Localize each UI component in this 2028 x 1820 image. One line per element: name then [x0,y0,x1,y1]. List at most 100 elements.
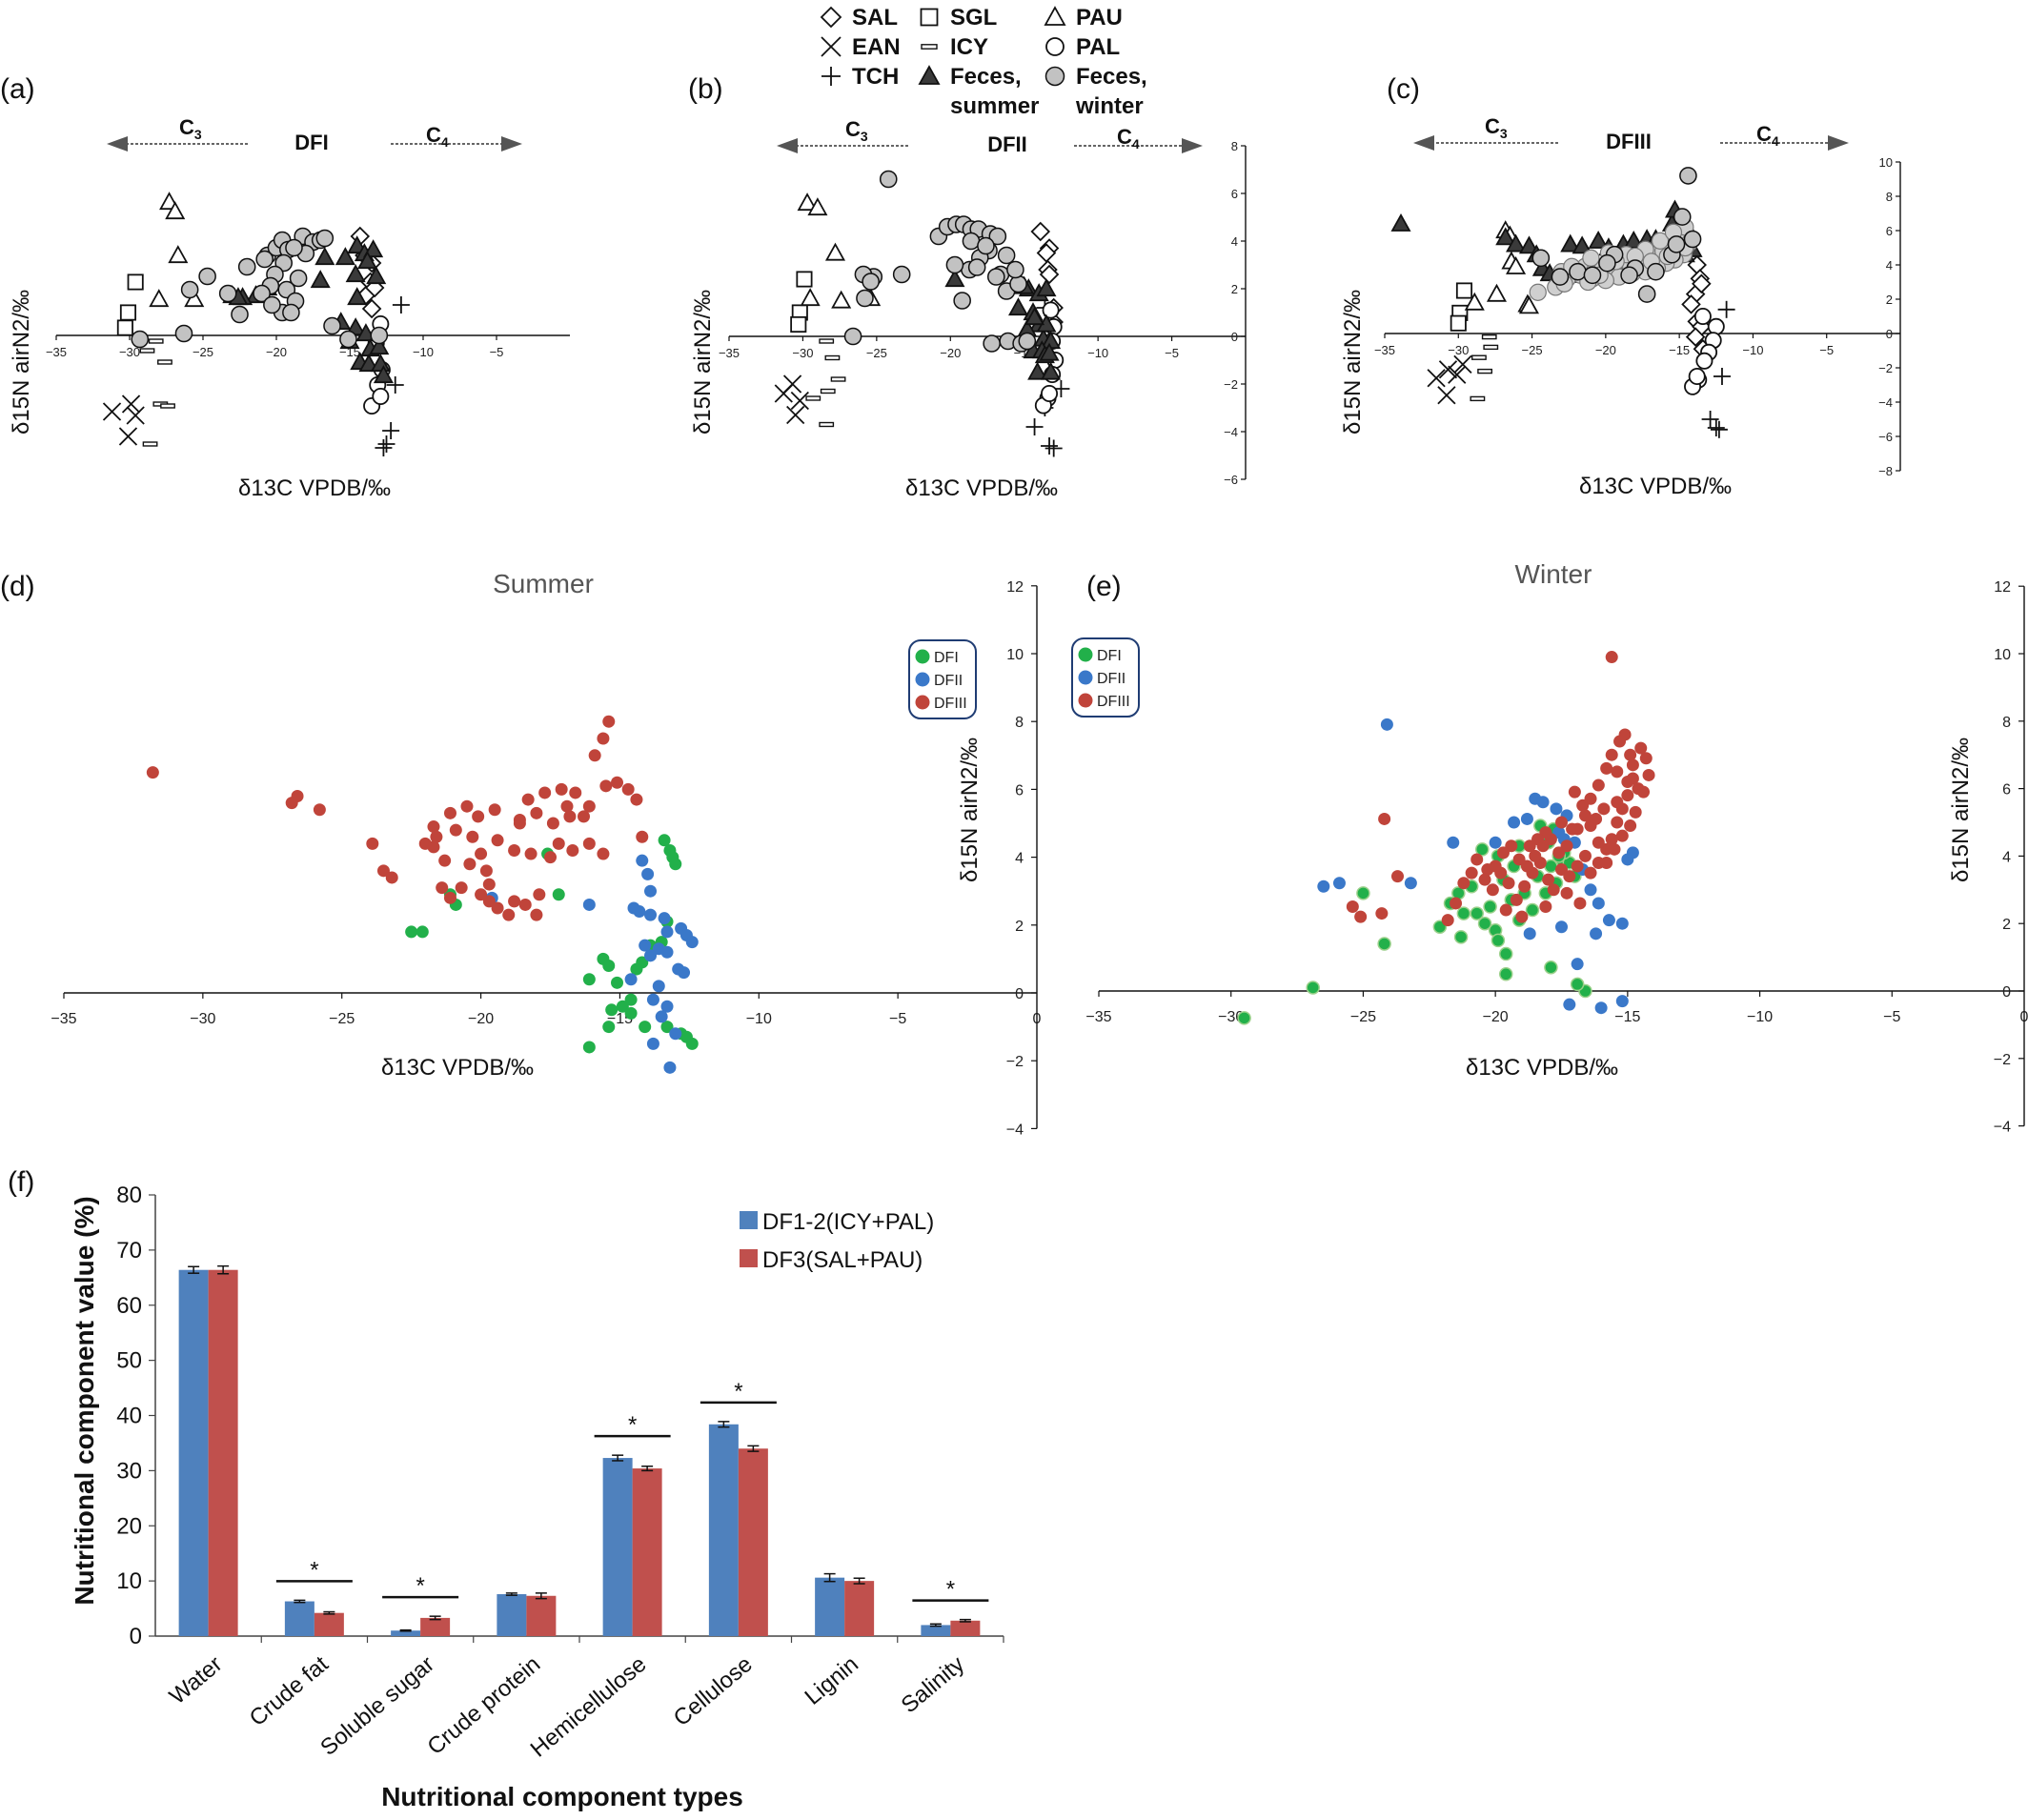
data-point-cross [118,427,138,446]
data-point-dfiii [1560,886,1573,900]
triangle-filled-shape [347,287,368,306]
y-tick-label: 8 [2002,715,2011,731]
legend-label-diamond: SAL [852,5,898,30]
circle-grey-shape [1647,262,1665,281]
circle-grey-shape [1583,266,1602,285]
data-point-dfi [1477,916,1492,931]
data-point-dfiii [1354,910,1368,923]
cross-stroke [782,374,802,394]
x-tick-label: −25 [1522,343,1543,357]
data-point-dfii [1489,836,1502,849]
data-point-dfiii [1547,883,1560,897]
data-point-dfiii [285,797,298,810]
data-point-circle-grey [892,265,911,284]
square-shape [790,315,807,334]
data-point-cross [126,406,145,425]
circle-shape [1042,301,1060,319]
data-point-dfi [1483,900,1497,914]
data-point-dfiii [427,820,440,834]
data-point-dfiii [1523,839,1536,853]
data-point-dfii [1508,816,1521,829]
data-point-square [1450,314,1467,332]
triangle-filled-shape [335,247,355,266]
data-point-plus [386,376,404,394]
data-point-dfi [685,1037,699,1050]
circle-grey-shape [323,316,341,335]
cross-stroke [121,394,141,414]
data-point-dfii [624,973,638,986]
data-point-circle-grey [282,303,300,322]
circle-grey-shape [977,236,995,255]
data-point-tri-filled [358,354,379,373]
data-point-dfi [416,925,429,939]
triangle-filled-shape [1560,233,1581,253]
y-tick-label: 8 [1231,139,1238,153]
data-point-dfii [641,867,655,880]
data-point-plus [1707,419,1725,436]
data-point-dfiii [508,895,521,908]
data-point-dfiii [552,837,565,850]
c3-arrow-head [777,138,798,153]
data-point-tri-filled [1588,230,1609,249]
triangle-shape [797,192,818,212]
data-point-plus [1025,418,1044,435]
triangle-shape [807,197,828,216]
cross-stroke [821,36,842,57]
y-tick-label: 4 [2002,849,2011,865]
panel-letter-c: (c) [1387,73,1420,105]
circle-grey-shape [131,330,150,349]
data-point-circle-open [372,387,390,405]
data-point-square [127,273,144,291]
bar-df1-2 [921,1625,951,1636]
data-point-dfiii [1611,765,1624,779]
data-point-dfii [636,854,649,867]
data-point-tri-filled [335,247,355,266]
x-tick-label: −20 [940,346,961,360]
data-point-dfi [660,1021,674,1034]
data-point-circle-open [1707,317,1725,335]
data-point-dfiii [438,854,452,867]
dash-shape [1470,395,1486,402]
legend-label2-circle-grey: winter [1075,93,1144,119]
data-point-dfiii [1510,893,1523,906]
data-point-dfiii [1600,856,1613,869]
data-point-dfiii [472,810,485,823]
data-point-dfii [678,966,691,980]
triangle-filled-shape [1495,227,1516,246]
data-point-dfi [658,834,671,847]
data-point-dfiii [475,888,488,901]
data-point-circle-grey [1679,167,1697,185]
data-point-dash [820,388,836,394]
x-tick-label: −30 [1448,343,1469,357]
circle-grey-shape [1551,268,1570,286]
y-tick-label: 2 [1886,293,1893,307]
y-tick-label: 80 [116,1183,142,1208]
data-point-dash [819,338,835,344]
data-point-plus [1717,300,1735,318]
data-point-dfi [1453,930,1469,944]
data-point-dfiii [1502,877,1515,890]
triangle-filled-shape [1036,278,1057,297]
circle-grey-shape [997,246,1016,265]
data-point-dfiii [546,817,559,830]
c4-subscript: 4 [441,134,449,150]
data-point-dfiii [582,799,596,813]
dash-shape [160,403,175,409]
y-tick-label: −2 [1994,1052,2011,1068]
data-point-circle-grey [237,257,256,276]
panel-letter-e: (e) [1086,571,1122,602]
data-point-square [119,304,137,321]
cross-stroke [786,405,805,425]
category-label: Soluble sugar [315,1651,439,1761]
dash-shape [824,354,841,361]
data-point-dfii [1317,880,1330,893]
data-point-tri-filled [347,287,368,306]
circle-grey-shape [198,267,216,286]
dash-shape [1483,344,1499,351]
legend-swatch-dfiii [915,695,930,710]
triangle-filled-shape [1390,212,1411,232]
data-point-circle-grey [263,295,281,314]
data-point-dfi [582,1041,596,1054]
y-tick-label: 0 [1886,327,1893,341]
circle-grey-shape [879,170,898,189]
